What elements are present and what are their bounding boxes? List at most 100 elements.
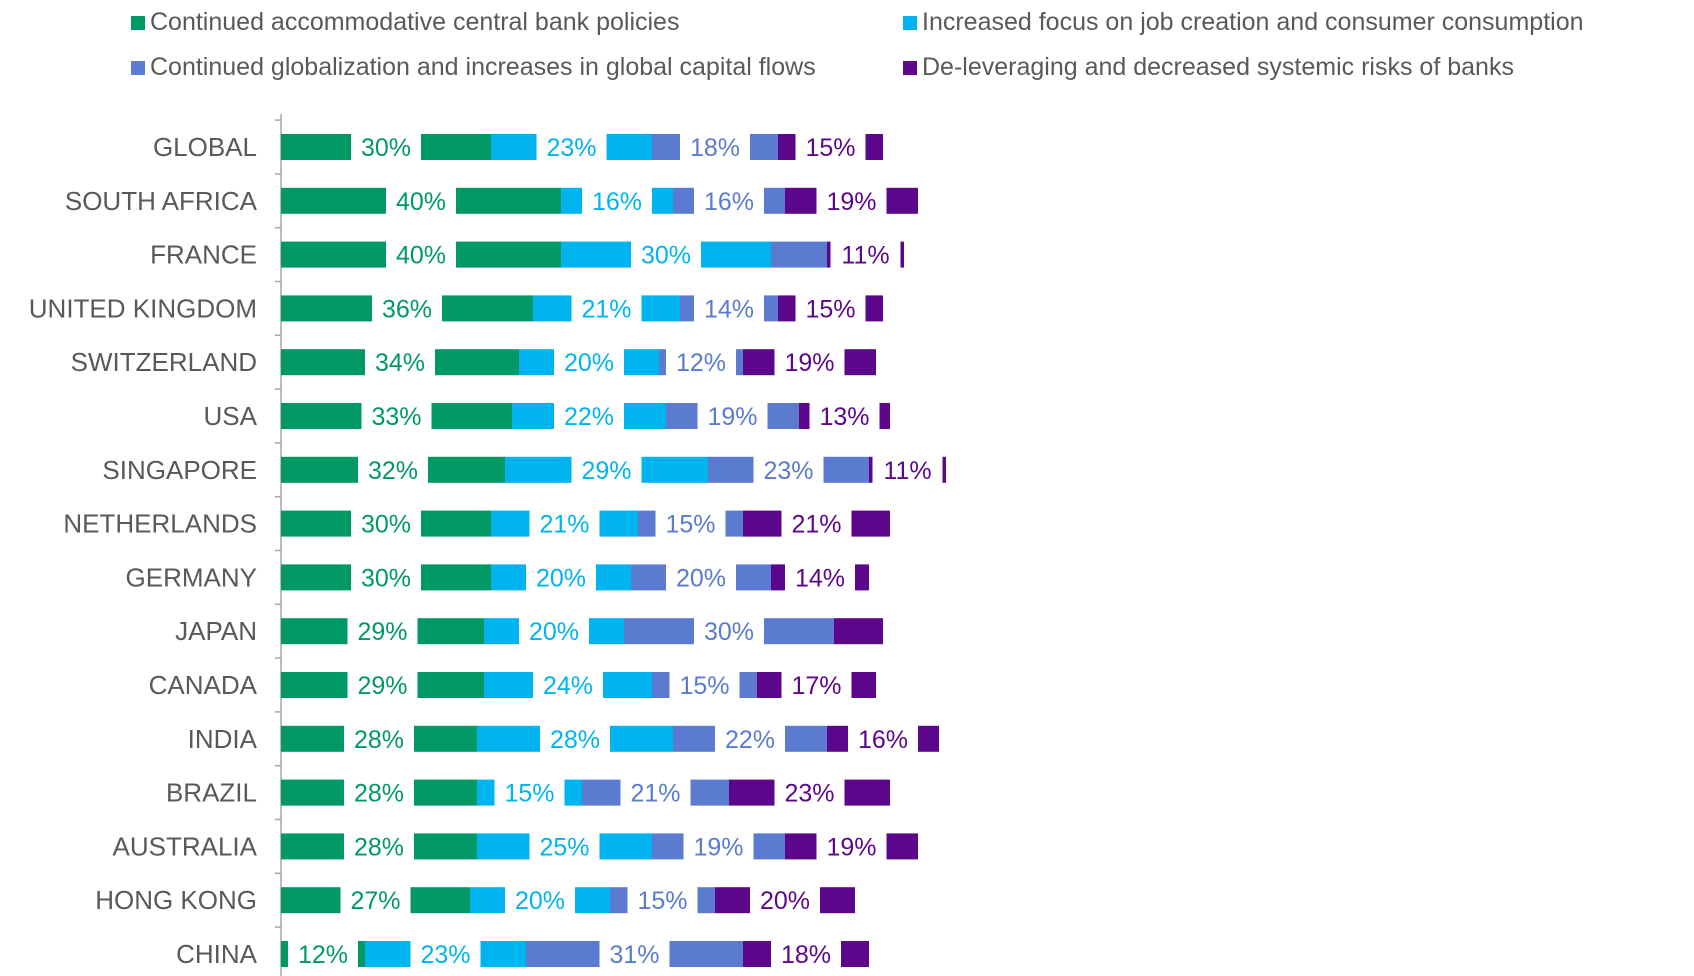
data-label: 22% [725,726,775,754]
category-label: UNITED KINGDOM [29,293,257,323]
bar-segment [778,295,796,322]
bar-segment [725,510,743,537]
bar-segment [652,672,670,698]
bar-segment [606,134,652,160]
bar-segment [414,725,477,752]
bar-segment [470,887,505,914]
data-label: 14% [795,564,845,592]
data-label: 30% [361,564,411,592]
legend-label: De-leveraging and decreased systemic ris… [922,53,1514,81]
bar-segment [281,618,348,645]
bar-segment [771,564,785,591]
data-label: 29% [357,618,407,646]
bar-segment [491,510,530,537]
bar-segment [281,349,365,376]
bar-segment [659,349,666,376]
legend-label: Continued globalization and increases in… [150,53,816,81]
data-label: 20% [676,564,726,592]
bar-segment [281,456,358,483]
bar-segment [708,456,754,483]
category-label: SWITZERLAND [71,347,257,377]
bar-segment [365,941,411,967]
bar-segment [610,887,628,914]
bar-segment [785,725,827,752]
bar-segment [841,941,869,967]
category-label: SINGAPORE [102,455,257,485]
bar-segment [851,510,890,537]
stacked-bar-chart: GLOBAL 30% 23% 18% 15% SOUTH AFRICA 40% 16% 16% 1… [29,114,946,976]
bar-segment [505,456,572,483]
bar-segment [785,833,817,860]
bar-segment [827,241,831,268]
legend-item: Increased focus on job creation and cons… [903,8,1584,37]
data-label: 25% [539,833,589,861]
bar-segment [673,725,715,752]
bar-segment [564,779,582,806]
bar-segment [477,833,530,860]
data-label: 27% [350,887,400,915]
data-label: 18% [781,941,831,969]
category-label: GLOBAL [153,132,257,162]
bar-segment [414,779,477,806]
data-label: 23% [420,941,470,969]
legend-item: De-leveraging and decreased systemic ris… [903,53,1514,82]
bar-segment [281,403,362,429]
bar-segment [799,403,810,429]
bar-segment [624,618,694,645]
bar-segment [281,510,351,537]
data-label: 29% [357,672,407,700]
bar-segment [673,187,694,214]
bar-segment [918,725,939,752]
bar-segment [281,833,344,860]
bar-segment [900,241,904,268]
bar-segment [669,941,743,967]
bar-segment [764,618,834,645]
bar-segment [715,887,750,914]
data-label: 20% [564,349,614,377]
bar-segment [767,403,799,429]
data-label: 20% [515,887,565,915]
bar-segment [865,295,883,322]
data-label: 40% [396,188,446,216]
bar-segment [480,941,526,967]
category-label: AUSTRALIA [113,831,258,861]
data-label: 23% [546,134,596,162]
bar-segment [410,887,470,914]
bar-segment [358,941,365,967]
data-label: 33% [371,403,421,431]
bar-segment [431,403,512,429]
bar-segment [610,725,673,752]
bar-segment [414,833,477,860]
data-label: 7% [840,618,876,646]
data-label: 15% [805,295,855,323]
data-label: 21% [630,780,680,808]
data-label: 19% [826,188,876,216]
bar-segment [281,779,344,806]
data-label: 11% [841,242,889,270]
bar-segment [743,510,782,537]
bar-segment [942,456,946,483]
bar-segment [491,134,537,160]
legend-item: Continued accommodative central bank pol… [131,8,679,37]
bar-segment [697,887,715,914]
data-label: 18% [690,134,740,162]
data-label: 21% [791,511,841,539]
data-label: 36% [382,295,432,323]
bar-segment [624,403,666,429]
data-label: 19% [693,833,743,861]
data-label: 28% [354,780,404,808]
bar-segment [456,187,561,214]
category-label: HONG KONG [95,885,257,915]
data-label: 31% [609,941,659,969]
bar-segment [736,349,743,376]
data-label: 22% [564,403,614,431]
bar-segment [820,887,855,914]
data-label: 40% [396,242,446,270]
bar-segment [869,456,873,483]
legend-label: Increased focus on job creation and cons… [922,8,1584,36]
legend-swatch [131,60,145,75]
data-label: 23% [784,780,834,808]
bar-segment [757,672,782,698]
bar-segment [417,672,484,698]
bar-segment [281,241,386,268]
